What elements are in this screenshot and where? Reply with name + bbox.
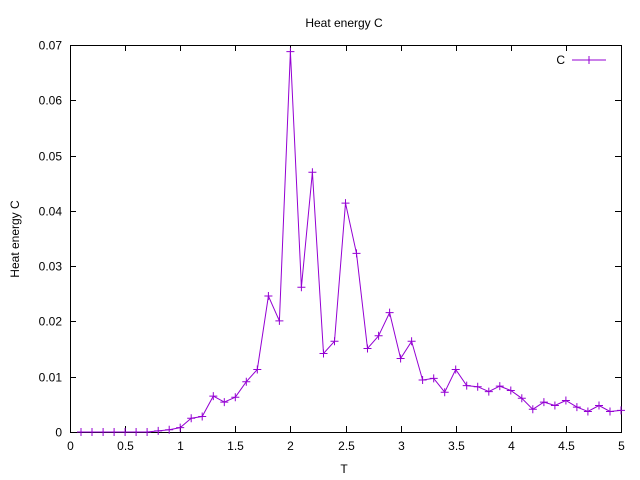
- data-point: [440, 388, 449, 397]
- data-point: [209, 392, 218, 401]
- data-point: [286, 47, 295, 56]
- y-tick-label: 0: [55, 426, 62, 440]
- data-point: [473, 382, 482, 391]
- data-point: [617, 406, 625, 415]
- data-point: [198, 412, 207, 421]
- data-point: [187, 414, 196, 423]
- y-axis: 0 0.01 0.02 0.03 0.04 0.05 0.06 0.07: [39, 39, 621, 440]
- data-point: [418, 376, 427, 384]
- data-point: [352, 249, 361, 258]
- data-point: [341, 199, 350, 208]
- data-point: [385, 308, 394, 317]
- data-point: [220, 398, 229, 407]
- data-point: [517, 394, 526, 403]
- data-point: [363, 344, 372, 353]
- x-tick-label: 1.5: [227, 439, 244, 453]
- data-point: [165, 425, 174, 434]
- legend-label-c: C: [556, 53, 565, 67]
- data-point: [143, 428, 152, 436]
- x-axis-label: T: [340, 462, 348, 476]
- data-point: [374, 331, 383, 340]
- data-point: [176, 423, 185, 432]
- series-line-c: [81, 51, 622, 433]
- data-point: [572, 403, 581, 412]
- x-tick-label: 2: [287, 439, 294, 453]
- data-point: [539, 398, 548, 407]
- data-point: [528, 405, 537, 414]
- data-point: [550, 401, 559, 410]
- y-tick-label: 0.04: [39, 205, 63, 219]
- data-point: [462, 381, 471, 390]
- legend-marker-c: [585, 56, 593, 64]
- data-point: [242, 377, 251, 386]
- data-point: [595, 401, 603, 410]
- data-point: [319, 349, 328, 358]
- x-tick-label: 3: [398, 439, 405, 453]
- data-point: [407, 337, 416, 346]
- data-point: [132, 428, 141, 436]
- chart-title: Heat energy C: [305, 16, 383, 30]
- series-layer: [77, 47, 625, 436]
- data-point: [264, 292, 273, 300]
- plot-frame: [70, 45, 622, 433]
- data-point: [484, 387, 493, 396]
- data-point: [308, 168, 317, 177]
- x-tick-label: 5: [618, 439, 625, 453]
- data-point: [330, 337, 339, 346]
- data-point: [451, 365, 460, 374]
- data-point: [154, 426, 163, 435]
- data-point: [561, 396, 570, 405]
- x-tick-label: 0.5: [117, 439, 134, 453]
- data-point: [253, 365, 262, 374]
- y-tick-label: 0.05: [39, 150, 63, 164]
- x-tick-label: 4.5: [558, 439, 575, 453]
- y-tick-label: 0.02: [39, 315, 63, 329]
- data-point: [429, 374, 438, 383]
- x-axis: 0 0.5 1 1.5 2 2.5 3 3.5 4 4.5 5: [67, 45, 625, 453]
- y-tick-label: 0.01: [39, 371, 63, 385]
- data-point: [275, 316, 284, 325]
- y-axis-label: Heat energy C: [8, 200, 22, 278]
- y-tick-label: 0.06: [39, 94, 63, 108]
- data-point: [231, 393, 240, 402]
- data-point: [583, 407, 592, 416]
- y-tick-label: 0.03: [39, 260, 63, 274]
- x-tick-label: 4: [508, 439, 515, 453]
- data-point: [121, 428, 130, 436]
- legend: C: [556, 53, 606, 67]
- x-tick-label: 3.5: [448, 439, 465, 453]
- data-point: [99, 428, 108, 436]
- data-point: [506, 386, 515, 395]
- data-point: [495, 382, 504, 391]
- data-point: [77, 428, 85, 436]
- data-point: [606, 407, 614, 416]
- y-tick-label: 0.07: [39, 39, 63, 53]
- data-point: [110, 428, 119, 436]
- data-point: [297, 283, 306, 292]
- data-point: [396, 354, 405, 363]
- x-tick-label: 0: [67, 439, 74, 453]
- x-tick-label: 2.5: [338, 439, 355, 453]
- data-point: [88, 428, 96, 436]
- x-tick-label: 1: [177, 439, 184, 453]
